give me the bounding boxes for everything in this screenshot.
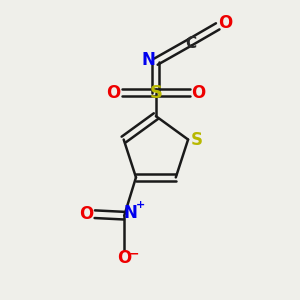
- Text: O: O: [117, 249, 131, 267]
- Text: O: O: [218, 14, 232, 32]
- Text: −: −: [128, 248, 139, 261]
- Text: S: S: [149, 84, 162, 102]
- Text: S: S: [190, 130, 202, 148]
- Text: O: O: [79, 205, 93, 223]
- Text: C: C: [186, 37, 197, 52]
- Text: N: N: [142, 51, 155, 69]
- Text: +: +: [136, 200, 145, 210]
- Text: N: N: [124, 204, 138, 222]
- Text: O: O: [191, 84, 206, 102]
- Text: O: O: [106, 84, 120, 102]
